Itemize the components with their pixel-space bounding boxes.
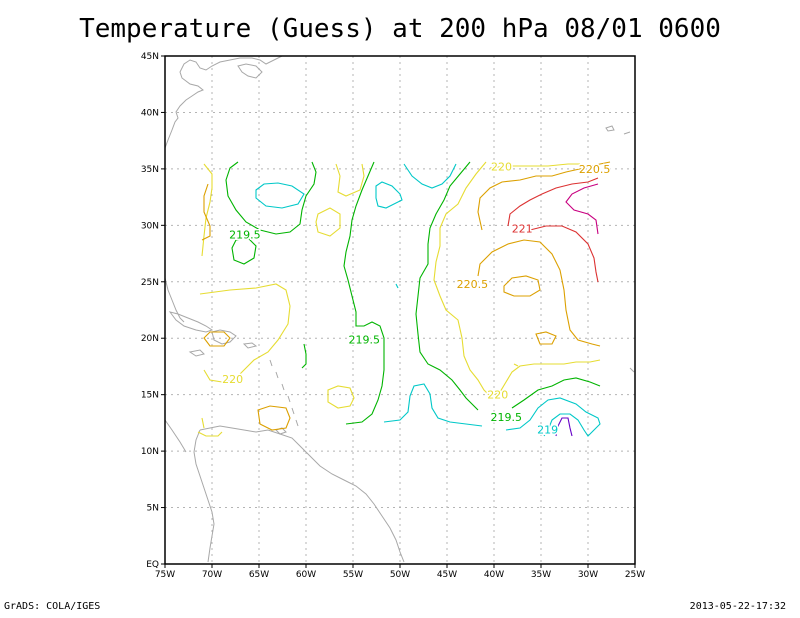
contour-220-5 xyxy=(477,239,601,347)
contour-219 xyxy=(403,163,457,189)
coastline xyxy=(164,55,635,563)
coastline-cuba xyxy=(168,311,214,333)
contour-219-5 xyxy=(415,161,479,411)
coastline-azores xyxy=(605,125,631,135)
x-tick-label: 55W xyxy=(343,570,363,580)
x-tick-label: 75W xyxy=(155,570,175,580)
contour-220 xyxy=(335,163,365,197)
contour-label: 219.5 xyxy=(229,228,261,241)
contour-221 xyxy=(529,225,599,283)
contour-220 xyxy=(513,363,519,367)
map-title: Temperature (Guess) at 200 hPa 08/01 060… xyxy=(79,14,721,44)
contour-220 xyxy=(433,161,601,397)
y-tick-label: 25N xyxy=(141,278,159,288)
coastline-jamaica xyxy=(188,349,205,357)
coastline-south-america xyxy=(193,425,405,563)
x-tick-label: 25W xyxy=(625,570,645,580)
coastline-lesser-antilles xyxy=(269,359,299,427)
contour-labels: 219.5 219.5 219.5 219 220 220 220 220.5 220.5 221 xyxy=(221,159,612,438)
x-tick-label: 60W xyxy=(296,570,316,580)
x-tick-label: 40W xyxy=(484,570,504,580)
graticule xyxy=(165,56,635,564)
contour-label: 221 xyxy=(512,223,533,236)
y-tick-label: 15N xyxy=(141,391,159,401)
contour-220 xyxy=(327,385,355,409)
contour-219-5 xyxy=(225,161,317,235)
coastline-hispaniola xyxy=(211,329,237,345)
contour-220-5 xyxy=(257,405,291,431)
contour-220 xyxy=(201,163,213,257)
contour-219 xyxy=(383,383,483,427)
x-tick-label: 30W xyxy=(578,570,598,580)
y-tick-label: EQ xyxy=(146,560,159,570)
y-tick-label: 10N xyxy=(141,447,159,457)
contour-label: 219 xyxy=(537,424,558,437)
contour-label: 220 xyxy=(222,373,243,386)
contour-220 xyxy=(197,431,223,437)
contour-220 xyxy=(201,417,205,429)
contour-219-5 xyxy=(231,237,257,265)
x-tick-label: 70W xyxy=(202,570,222,580)
contour-218-5 xyxy=(555,417,573,437)
contour-label: 220.5 xyxy=(579,163,611,176)
contour-219 xyxy=(395,283,399,289)
contour-219 xyxy=(505,397,601,437)
contour-220 xyxy=(199,283,291,383)
coastline-north-america xyxy=(164,55,290,149)
contour-220-5 xyxy=(477,161,611,231)
contour-219-5 xyxy=(301,343,307,369)
y-tick-label: 5N xyxy=(147,504,159,514)
contour-220-5 xyxy=(201,183,211,241)
coastline-canaries xyxy=(629,367,635,373)
contour-220-5 xyxy=(535,331,557,345)
contour-221 xyxy=(507,177,599,227)
contour-219-5 xyxy=(511,377,601,409)
contour-220-5 xyxy=(203,331,231,347)
contour-label: 220 xyxy=(487,389,508,402)
x-tick-label: 65W xyxy=(249,570,269,580)
contour-220-5 xyxy=(503,275,541,297)
footer-software-credit: GrADS: COLA/IGES xyxy=(4,601,101,612)
contour-219 xyxy=(375,181,403,209)
coastline-newfoundland xyxy=(237,63,263,79)
contour-221-5 xyxy=(565,183,599,235)
contour-219 xyxy=(255,182,305,209)
contour-label: 220.5 xyxy=(457,278,489,291)
contour-label: 219.5 xyxy=(349,333,381,346)
footer-timestamp: 2013-05-22-17:32 xyxy=(689,601,786,612)
y-tick-label: 40N xyxy=(141,108,159,118)
contour-219-5 xyxy=(343,161,385,425)
axis-ticks: 75W 70W 65W 60W 55W 50W 45W 40W 35W 30W 25W EQ 5N 10N… xyxy=(141,52,645,580)
y-tick-label: 30N xyxy=(141,221,159,231)
contours xyxy=(197,161,611,437)
contour-label: 219.5 xyxy=(490,411,522,424)
coastline-puerto-rico xyxy=(242,342,258,349)
y-tick-label: 20N xyxy=(141,334,159,344)
y-tick-label: 35N xyxy=(141,165,159,175)
coastline-florida xyxy=(164,277,185,323)
x-tick-label: 45W xyxy=(437,570,457,580)
coastline-central-america xyxy=(164,419,187,453)
contour-label: 220 xyxy=(491,161,512,174)
x-tick-label: 50W xyxy=(390,570,410,580)
y-tick-label: 45N xyxy=(141,52,159,62)
contour-220 xyxy=(315,207,341,237)
contour-220 xyxy=(489,163,580,169)
x-tick-label: 35W xyxy=(531,570,551,580)
